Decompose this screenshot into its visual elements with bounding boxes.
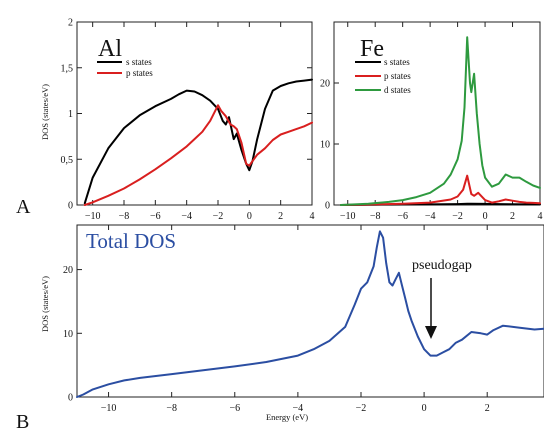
legend-fe-s-states-label: s states (384, 57, 410, 67)
al-x-tick-label: −10 (85, 211, 101, 222)
panel-al-title: Al (98, 36, 122, 62)
al-x-tick-label: −8 (119, 211, 130, 222)
al-y-tick-label: 1,5 (61, 63, 74, 74)
panel-fe-axes: −10 −8 −6 −4 −2 0 2 4 0 10 20 (320, 21, 543, 222)
panel-fe-title: Fe (360, 36, 384, 62)
total-x-tick-label: −4 (293, 403, 304, 414)
total-y-tick-label: 20 (63, 265, 73, 276)
al-series-p-states (83, 104, 313, 206)
al-x-tick-label: 2 (278, 211, 283, 222)
al-y-tick-label: 0,5 (61, 155, 74, 166)
total-series-total-dos (76, 230, 544, 398)
panel-total-dos-y-axis-title: DOS (states/eV) (40, 276, 50, 332)
al-y-tick-label: 0 (68, 201, 73, 212)
total-x-tick-label: −2 (356, 403, 367, 414)
fe-x-tick-label: −8 (370, 211, 381, 222)
fe-series-d-states (339, 36, 541, 206)
pseudogap-label: pseudogap (412, 258, 472, 273)
fe-x-tick-label: −6 (397, 211, 408, 222)
al-x-tick-label: −4 (181, 211, 192, 222)
total-x-tick-label: −6 (229, 403, 240, 414)
legend-fe-p-states-label: p states (384, 71, 411, 81)
al-x-tick-label: 4 (310, 211, 315, 222)
panel-al-legend: s states p states (97, 57, 153, 78)
fe-y-tick-label: 20 (320, 79, 330, 90)
panel-total-dos-x-axis-title: Energy (eV) (266, 412, 308, 422)
al-series-s-states (83, 78, 313, 205)
total-y-tick-label: 10 (63, 329, 73, 340)
al-y-tick-label: 1 (68, 109, 73, 120)
fe-x-tick-label: −10 (340, 211, 356, 222)
fe-x-tick-label: 4 (538, 211, 543, 222)
panel-total-dos-series (76, 230, 544, 398)
al-x-tick-label: −2 (213, 211, 224, 222)
panel-total-dos-title: Total DOS (86, 229, 176, 253)
total-y-tick-label: 0 (68, 393, 73, 404)
panel-total-dos-frame (76, 224, 544, 398)
fe-series-p-states (339, 174, 541, 206)
total-x-tick-label: 0 (422, 403, 427, 414)
panel-fe: −10 −8 −6 −4 −2 0 2 4 0 10 20 Fe s states p states… (320, 21, 543, 222)
legend-al-p-states-label: p states (126, 68, 153, 78)
fe-x-tick-label: 0 (483, 211, 488, 222)
legend-fe-d-states-label: d states (384, 85, 411, 95)
fe-x-tick-label: −2 (452, 211, 463, 222)
panel-a-label: A (16, 196, 31, 218)
total-x-tick-label: −8 (166, 403, 177, 414)
legend-al-s-states-label: s states (126, 57, 152, 67)
panel-al-axes: −10 −8 −6 −4 −2 0 2 4 0 0,5 1 1,5 2 (61, 18, 315, 223)
fe-x-tick-label: −4 (425, 211, 436, 222)
al-x-tick-label: 0 (247, 211, 252, 222)
total-x-tick-label: 2 (485, 403, 490, 414)
fe-y-tick-label: 10 (320, 140, 330, 151)
pseudogap-annotation: pseudogap (412, 258, 472, 339)
panel-al-series (83, 78, 313, 206)
total-x-tick-label: −10 (101, 403, 117, 414)
panel-b-label: B (16, 411, 29, 433)
panel-al-y-axis-title: DOS (states/eV) (40, 84, 50, 140)
fe-y-tick-label: 0 (325, 201, 330, 212)
pseudogap-arrow-head (425, 326, 437, 339)
panel-al: −10 −8 −6 −4 −2 0 2 4 0 0,5 1 1,5 2 Al DOS (states/e… (16, 18, 315, 223)
al-x-tick-label: −6 (150, 211, 161, 222)
panel-fe-legend: s states p states d states (355, 57, 411, 95)
al-y-tick-label: 2 (68, 18, 73, 29)
panel-fe-series (339, 36, 541, 206)
fe-x-tick-label: 2 (510, 211, 515, 222)
